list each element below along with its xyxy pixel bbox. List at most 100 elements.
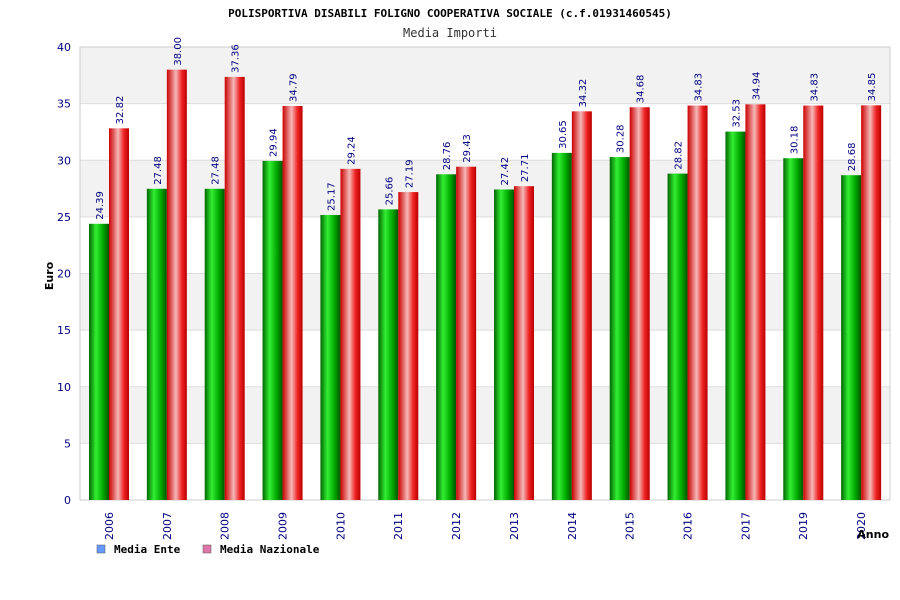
bar-media-ente-2011 bbox=[378, 209, 399, 500]
grid-band bbox=[80, 216, 890, 274]
legend-label-media-nazionale: Media Nazionale bbox=[220, 543, 320, 556]
data-label-media-nazionale-2006: 32.82 bbox=[115, 96, 126, 125]
data-label-media-nazionale-2015: 34.68 bbox=[636, 75, 647, 104]
data-label-media-nazionale-2014: 34.32 bbox=[578, 79, 589, 108]
x-tick-label: 2007 bbox=[161, 512, 174, 540]
y-tick-label: 0 bbox=[64, 494, 71, 507]
x-tick-label: 2014 bbox=[566, 512, 579, 540]
bar-media-nazionale-2012 bbox=[456, 166, 477, 500]
x-tick-label: 2010 bbox=[334, 512, 347, 540]
data-label-media-ente-2020: 28.68 bbox=[847, 143, 858, 172]
data-label-media-nazionale-2013: 27.71 bbox=[520, 154, 531, 183]
data-label-media-ente-2009: 29.94 bbox=[269, 128, 280, 157]
data-label-media-ente-2012: 28.76 bbox=[442, 142, 453, 171]
x-tick-label: 2013 bbox=[508, 512, 521, 540]
bar-media-nazionale-2007 bbox=[166, 69, 187, 501]
bar-media-nazionale-2016 bbox=[687, 105, 708, 501]
bar-media-ente-2010 bbox=[320, 214, 341, 500]
y-tick-label: 20 bbox=[57, 268, 71, 281]
x-axis-label: Anno bbox=[857, 528, 889, 541]
data-label-media-ente-2019: 30.18 bbox=[789, 126, 800, 155]
data-label-media-nazionale-2011: 27.19 bbox=[404, 159, 415, 188]
y-tick-label: 15 bbox=[57, 324, 71, 337]
legend: Media Ente Media Nazionale bbox=[96, 543, 320, 556]
x-tick-label: 2017 bbox=[739, 512, 752, 540]
data-label-media-nazionale-2007: 38.00 bbox=[173, 37, 184, 66]
x-tick-label: 2019 bbox=[797, 512, 810, 540]
y-axis-ticks: 0 5 10 15 20 25 30 35 40 bbox=[57, 41, 71, 507]
y-tick-label: 10 bbox=[57, 381, 71, 394]
data-label-media-ente-2006: 24.39 bbox=[95, 191, 106, 220]
chart-subtitle: Media Importi bbox=[403, 26, 497, 40]
bar-media-ente-2012 bbox=[436, 174, 457, 500]
data-label-media-ente-2007: 27.48 bbox=[153, 156, 164, 185]
bar-media-nazionale-2010 bbox=[340, 168, 361, 500]
bar-media-nazionale-2014 bbox=[571, 111, 592, 501]
grid-band bbox=[80, 160, 890, 217]
data-label-media-ente-2011: 25.66 bbox=[384, 177, 395, 206]
plot-background bbox=[79, 46, 891, 501]
bar-media-nazionale-2013 bbox=[514, 186, 534, 500]
bar-media-ente-2016 bbox=[667, 173, 688, 500]
bar-media-nazionale-2019 bbox=[803, 105, 824, 501]
data-label-media-nazionale-2008: 37.36 bbox=[231, 44, 242, 73]
y-tick-label: 25 bbox=[57, 211, 71, 224]
bar-media-nazionale-2017 bbox=[745, 104, 766, 500]
bar-media-ente-2008 bbox=[204, 188, 225, 500]
bar-media-nazionale-2009 bbox=[282, 106, 303, 501]
bar-media-nazionale-2008 bbox=[224, 76, 245, 500]
bar-media-nazionale-2006 bbox=[109, 128, 129, 500]
x-tick-label: 2015 bbox=[624, 512, 637, 540]
bars: 24.39 27.48 27.48 29.94 25.17 25.66 28.76 27.42… bbox=[89, 37, 882, 501]
y-tick-label: 40 bbox=[57, 41, 71, 54]
data-label-media-nazionale-2010: 29.24 bbox=[346, 136, 357, 165]
y-tick-label: 35 bbox=[57, 98, 71, 111]
bar-media-nazionale-2011 bbox=[398, 192, 419, 501]
legend-swatch-media-ente bbox=[96, 544, 106, 554]
y-tick-label: 30 bbox=[57, 154, 71, 167]
data-label-media-ente-2014: 30.65 bbox=[558, 120, 569, 149]
y-axis-label: Euro bbox=[43, 261, 56, 290]
data-label-media-ente-2008: 27.48 bbox=[211, 156, 222, 185]
bar-media-nazionale-2020 bbox=[861, 105, 882, 500]
grid-band bbox=[80, 443, 890, 500]
plot-border bbox=[79, 46, 891, 501]
data-label-media-ente-2015: 30.28 bbox=[616, 124, 627, 153]
bar-media-ente-2020 bbox=[841, 175, 862, 500]
data-label-media-ente-2013: 27.42 bbox=[500, 157, 511, 186]
legend-label-media-ente: Media Ente bbox=[114, 543, 181, 556]
bar-media-ente-2014 bbox=[551, 152, 572, 501]
data-label-media-nazionale-2019: 34.83 bbox=[809, 73, 820, 102]
grid-band bbox=[80, 386, 890, 444]
grid-band bbox=[80, 330, 890, 387]
bar-media-ente-2019 bbox=[783, 158, 804, 501]
bar-media-ente-2015 bbox=[609, 157, 630, 501]
y-tick-label: 5 bbox=[64, 437, 71, 450]
bar-media-ente-2007 bbox=[146, 188, 167, 500]
data-label-media-nazionale-2016: 34.83 bbox=[694, 73, 705, 102]
x-tick-label: 2020 bbox=[855, 512, 868, 540]
data-label-media-ente-2010: 25.17 bbox=[326, 182, 337, 211]
grid-band bbox=[80, 47, 890, 104]
chart-title: POLISPORTIVA DISABILI FOLIGNO COOPERATIV… bbox=[228, 7, 672, 20]
data-label-media-nazionale-2017: 34.94 bbox=[751, 72, 762, 101]
bar-media-ente-2006 bbox=[89, 223, 109, 500]
legend-swatch-media-nazionale bbox=[202, 544, 212, 554]
bar-media-ente-2009 bbox=[262, 160, 283, 500]
bar-media-ente-2017 bbox=[725, 131, 746, 500]
data-label-media-ente-2017: 32.53 bbox=[731, 99, 742, 128]
data-label-media-ente-2016: 28.82 bbox=[674, 141, 685, 170]
grid-band bbox=[80, 103, 890, 161]
data-label-media-nazionale-2009: 34.79 bbox=[289, 73, 300, 102]
x-tick-label: 2008 bbox=[219, 512, 232, 540]
x-axis-ticks: 2006 2007 2008 2009 2010 2011 2012 2013 2014 2015… bbox=[103, 512, 868, 540]
bar-media-nazionale-2015 bbox=[629, 107, 650, 501]
bar-media-ente-2013 bbox=[494, 189, 514, 500]
data-label-media-nazionale-2012: 29.43 bbox=[462, 134, 473, 163]
x-tick-label: 2016 bbox=[682, 512, 695, 540]
grid-band bbox=[80, 273, 890, 331]
x-tick-label: 2006 bbox=[103, 512, 116, 540]
x-tick-label: 2012 bbox=[450, 512, 463, 540]
data-label-media-nazionale-2020: 34.85 bbox=[867, 73, 878, 102]
